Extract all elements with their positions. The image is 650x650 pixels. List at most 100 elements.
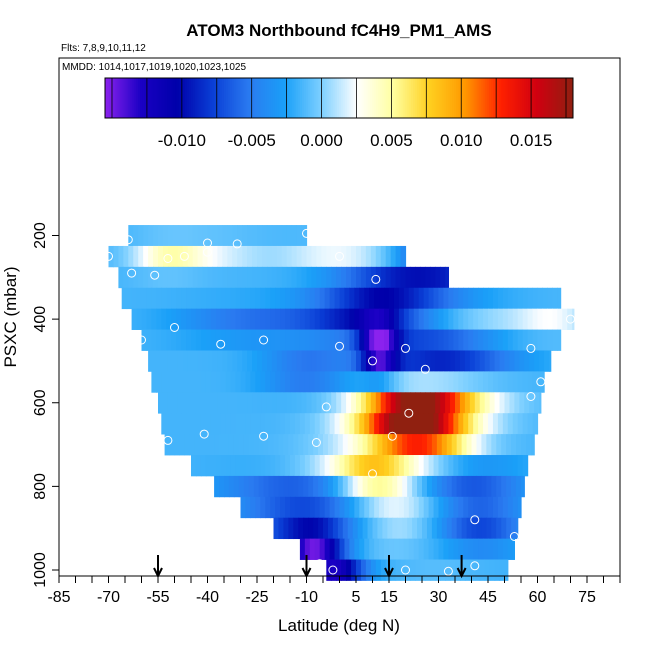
heatmap-cell bbox=[478, 287, 484, 310]
x-tick-label: -55 bbox=[146, 589, 169, 606]
heatmap-cell bbox=[177, 392, 184, 414]
colorbar-swatch bbox=[183, 78, 186, 118]
observation-point bbox=[259, 335, 269, 345]
heatmap-cell bbox=[463, 538, 469, 560]
heatmap-cell bbox=[161, 413, 167, 435]
heatmap-cell bbox=[174, 434, 181, 456]
heatmap-cell bbox=[255, 308, 261, 330]
heatmap-cell bbox=[481, 434, 487, 456]
heatmap-cell bbox=[334, 538, 341, 560]
heatmap-cell bbox=[402, 517, 408, 540]
heatmap-cell bbox=[342, 434, 349, 456]
heatmap-cell bbox=[339, 496, 346, 519]
heatmap-cell bbox=[492, 455, 499, 477]
heatmap-cell bbox=[443, 371, 449, 393]
heatmap-cell bbox=[266, 392, 273, 414]
heatmap-cell bbox=[468, 455, 474, 477]
heatmap-cell bbox=[395, 266, 402, 289]
heatmap-cell bbox=[270, 496, 276, 519]
colorbar-swatch bbox=[418, 78, 422, 118]
heatmap-cell bbox=[359, 329, 365, 351]
heatmap-cell bbox=[304, 329, 311, 351]
x-tick-label: 45 bbox=[479, 589, 497, 606]
colorbar-swatch bbox=[126, 78, 129, 118]
heatmap-cell bbox=[304, 413, 311, 435]
heatmap-cell bbox=[299, 308, 306, 330]
heatmap-cell bbox=[235, 329, 242, 351]
heatmap-cell bbox=[374, 413, 380, 435]
heatmap-cell bbox=[433, 308, 440, 330]
heatmap-cell bbox=[252, 350, 258, 372]
heatmap-cell bbox=[374, 496, 380, 519]
heatmap-cell bbox=[242, 245, 248, 268]
heatmap-cell bbox=[425, 350, 431, 372]
heatmap-cell bbox=[529, 350, 535, 372]
heatmap-cell bbox=[309, 496, 316, 519]
heatmap-cell bbox=[341, 350, 347, 372]
heatmap-cell bbox=[182, 245, 189, 268]
heatmap-row bbox=[191, 455, 529, 477]
heatmap-cell bbox=[240, 329, 247, 351]
colorbar-swatch bbox=[262, 78, 266, 118]
heatmap-cell bbox=[318, 434, 324, 456]
heatmap-cell bbox=[257, 266, 263, 289]
heatmap-cell bbox=[374, 287, 380, 310]
colorbar-swatch bbox=[249, 78, 252, 118]
heatmap-cell bbox=[288, 517, 294, 540]
heatmap-cell bbox=[502, 371, 509, 393]
heatmap-cell bbox=[207, 266, 214, 289]
heatmap-cell bbox=[379, 496, 385, 519]
heatmap-cell bbox=[430, 392, 436, 414]
heatmap-cell bbox=[270, 455, 276, 477]
heatmap-cell bbox=[339, 287, 346, 310]
heatmap-cell bbox=[525, 434, 532, 456]
heatmap-cell bbox=[324, 538, 331, 560]
heatmap-cell bbox=[448, 455, 454, 477]
heatmap-cell bbox=[413, 308, 420, 330]
heatmap-cell bbox=[488, 538, 494, 560]
heatmap-cell bbox=[466, 434, 473, 456]
heatmap-cell bbox=[337, 475, 344, 498]
heatmap-cell bbox=[172, 350, 179, 372]
heatmap-cell bbox=[502, 496, 509, 519]
colorbar-tick-label: 0.005 bbox=[370, 131, 413, 150]
heatmap-cell bbox=[369, 308, 375, 330]
heatmap-cell bbox=[398, 538, 405, 560]
heatmap-cell bbox=[238, 434, 245, 456]
colorbar-swatch bbox=[487, 78, 490, 118]
colorbar-swatch bbox=[335, 78, 338, 118]
heatmap-cell bbox=[191, 455, 197, 477]
heatmap-cell bbox=[395, 392, 402, 414]
heatmap-cell bbox=[492, 371, 499, 393]
colorbar-swatch bbox=[506, 78, 510, 118]
heatmap-cell bbox=[158, 266, 164, 289]
heatmap-cell bbox=[517, 308, 524, 330]
heatmap-cell bbox=[171, 371, 177, 393]
heatmap-cell bbox=[418, 371, 425, 393]
heatmap-cell bbox=[423, 455, 430, 477]
heatmap-cell bbox=[324, 496, 331, 519]
colorbar-swatch bbox=[300, 78, 303, 118]
colorbar-swatch bbox=[463, 78, 467, 118]
heatmap-cell bbox=[423, 496, 430, 519]
heatmap-cell bbox=[281, 392, 288, 414]
heatmap-cell bbox=[334, 496, 341, 519]
heatmap-cell bbox=[497, 413, 504, 435]
heatmap-cell bbox=[281, 225, 288, 247]
heatmap-cell bbox=[384, 538, 390, 560]
heatmap-cell bbox=[395, 245, 402, 268]
heatmap-cell bbox=[440, 266, 446, 289]
heatmap-cell bbox=[537, 308, 544, 330]
heatmap-cell bbox=[195, 413, 202, 435]
heatmap-cell bbox=[417, 517, 423, 540]
heatmap-cell bbox=[281, 266, 288, 289]
heatmap-cell bbox=[331, 350, 337, 372]
observation-point bbox=[104, 251, 113, 261]
heatmap-cell bbox=[191, 287, 197, 310]
colorbar-swatch bbox=[403, 78, 406, 118]
heatmap-cell bbox=[422, 475, 428, 498]
heatmap-cell bbox=[334, 371, 341, 393]
heatmap-cell bbox=[534, 350, 540, 372]
heatmap-cell bbox=[527, 413, 534, 435]
heatmap-cell bbox=[217, 350, 223, 372]
